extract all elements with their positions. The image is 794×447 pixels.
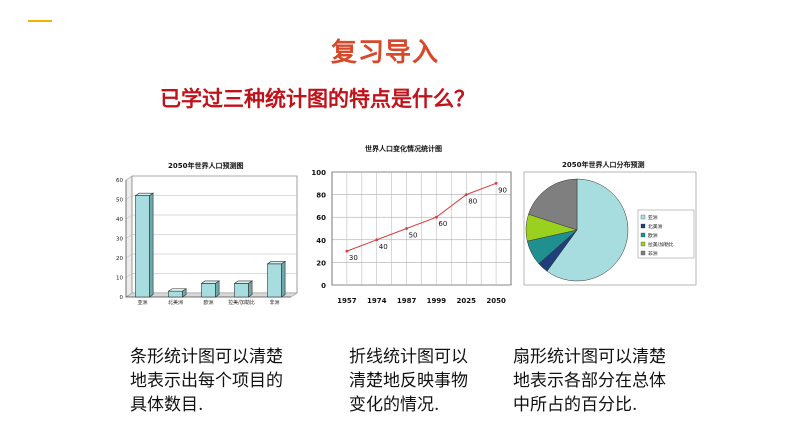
bar-chart-y-tick-label: 10 bbox=[116, 276, 123, 282]
line-chart-y-tick-label: 0 bbox=[321, 282, 326, 290]
page-title: 复习导入 bbox=[331, 38, 440, 68]
pie-slice bbox=[528, 178, 578, 231]
bar-chart-gridline bbox=[125, 214, 297, 220]
pie-legend-box bbox=[637, 209, 695, 259]
line-chart-x-tick-label: 2050 bbox=[486, 297, 506, 305]
pie-legend-swatch bbox=[640, 223, 646, 229]
bar-chart-gridline bbox=[125, 253, 297, 259]
line-chart: 世界人口变化情况统计图 0 20 40 60 80 100 30 1957 40 1974 50 19… bbox=[311, 138, 513, 313]
line-chart-y-tick-label: 60 bbox=[316, 214, 326, 222]
line-chart-x-tick-label: 1957 bbox=[337, 297, 357, 305]
bar-chart-x-tick-label: 亚洲 bbox=[137, 300, 147, 306]
bar-chart-y-tick-label: 60 bbox=[116, 178, 123, 184]
description-line: 折线统计图可以 bbox=[349, 347, 468, 367]
bar-chart-gridline bbox=[125, 195, 297, 200]
bar-chart-gridline bbox=[125, 273, 297, 278]
bar-chart-x-tick-label: 非洲 bbox=[269, 299, 279, 306]
line-data-label: 40 bbox=[379, 243, 388, 251]
description-line: 中所占的百分比. bbox=[513, 395, 638, 415]
line-point bbox=[345, 249, 349, 253]
description-line: 清楚地反映事物 bbox=[349, 371, 468, 391]
bar-chart-svg: 0 10 20 30 40 50 60 亚洲 北美洲 欧洲 拉美/加勒比 非洲 bbox=[116, 175, 298, 306]
line-point bbox=[494, 181, 498, 185]
line-chart-description: 折线统计图可以 清楚地反映事物 变化的情况. bbox=[349, 345, 468, 417]
line-series bbox=[346, 182, 497, 252]
bar-chart-x-tick-label: 欧洲 bbox=[203, 299, 213, 306]
line-chart-svg: 0 20 40 60 80 100 30 1957 40 1974 50 1987 60 1999 80 20… bbox=[311, 169, 512, 305]
line-chart-y-tick-label: 80 bbox=[316, 192, 326, 200]
bar-side-face bbox=[215, 280, 220, 298]
description-line: 地表示各部分在总体 bbox=[513, 371, 666, 391]
pie-legend-label: 欧洲 bbox=[648, 232, 658, 239]
pie-legend-label: 亚洲 bbox=[648, 215, 658, 221]
bar-chart-x-tick-label: 北美洲 bbox=[168, 299, 183, 306]
bar-chart-y-tick-label: 20 bbox=[116, 256, 123, 262]
bar-chart-description: 条形统计图可以清楚 地表示出每个项目的 具体数目. bbox=[130, 345, 283, 417]
description-line: 条形统计图可以清楚 bbox=[130, 347, 283, 367]
pie-chart-title: 2050年世界人口分布预测 bbox=[562, 161, 645, 169]
line-chart-x-tick-label: 1974 bbox=[367, 297, 387, 305]
line-point bbox=[405, 227, 408, 230]
line-chart-y-tick-label: 100 bbox=[311, 169, 326, 177]
page-subtitle: 已学过三种统计图的特点是什么？ bbox=[160, 87, 475, 111]
description-line: 地表示出每个项目的 bbox=[130, 371, 283, 391]
bar bbox=[135, 195, 150, 298]
description-line: 变化的情况. bbox=[349, 395, 440, 415]
line-point bbox=[435, 215, 438, 219]
bar-chart-y-tick-label: 30 bbox=[116, 237, 123, 243]
bar-side-face bbox=[182, 288, 187, 298]
pie-chart: 2050年世界人口分布预测 亚洲北美洲欧洲拉美/加勒比 非洲 bbox=[520, 150, 700, 300]
bar-chart-x-tick-label: 拉美/加勒比 bbox=[228, 299, 255, 306]
line-data-label: 50 bbox=[409, 232, 418, 240]
line-data-label: 80 bbox=[468, 198, 477, 206]
bar-side-face bbox=[248, 280, 253, 298]
line-chart-x-tick-label: 1999 bbox=[427, 297, 447, 305]
pie-legend-swatch bbox=[640, 232, 646, 238]
bar-chart-gridline bbox=[125, 175, 297, 181]
bar bbox=[168, 290, 183, 298]
line-chart-x-tick-label: 1987 bbox=[397, 297, 417, 305]
bar bbox=[234, 283, 249, 298]
line-chart-y-tick-label: 40 bbox=[316, 237, 326, 245]
bar-chart-gridline bbox=[125, 234, 297, 239]
bar-side-face bbox=[149, 192, 154, 298]
line-chart-y-tick-label: 20 bbox=[316, 259, 326, 267]
pie-legend-swatch bbox=[640, 250, 646, 256]
line-chart-x-tick-label: 2025 bbox=[457, 297, 477, 305]
accent-line bbox=[28, 20, 52, 22]
bar bbox=[201, 283, 216, 298]
pie-legend-label: 拉美/加勒比 bbox=[648, 241, 674, 248]
pie-legend-swatch bbox=[640, 214, 646, 220]
bar-chart: 2050年世界人口预测图 0 10 20 30 40 50 60 亚洲 北美洲 欧洲 拉美/加勒比 非… bbox=[108, 160, 308, 315]
bar-side-face bbox=[281, 260, 286, 298]
bar-chart-y-tick-label: 0 bbox=[120, 295, 124, 301]
pie-chart-description: 扇形统计图可以清楚 地表示各部分在总体 中所占的百分比. bbox=[513, 345, 666, 417]
line-data-label: 60 bbox=[438, 220, 447, 228]
description-line: 具体数目. bbox=[130, 395, 204, 415]
bar bbox=[267, 263, 282, 298]
pie-legend-swatch bbox=[640, 241, 646, 247]
bar-chart-y-tick-label: 40 bbox=[116, 217, 123, 223]
bar-chart-y-tick-label: 50 bbox=[116, 198, 123, 204]
pie-legend-label: 非洲 bbox=[648, 250, 658, 257]
line-point bbox=[375, 238, 379, 242]
description-line: 扇形统计图可以清楚 bbox=[513, 347, 666, 367]
line-chart-title: 世界人口变化情况统计图 bbox=[365, 145, 442, 153]
pie-slice bbox=[546, 178, 629, 282]
pie-legend-label: 北美洲 bbox=[648, 223, 663, 230]
line-data-label: 30 bbox=[349, 254, 358, 262]
bar-chart-title: 2050年世界人口预测图 bbox=[168, 162, 244, 170]
line-data-label: 90 bbox=[498, 186, 507, 194]
line-point bbox=[464, 193, 468, 196]
